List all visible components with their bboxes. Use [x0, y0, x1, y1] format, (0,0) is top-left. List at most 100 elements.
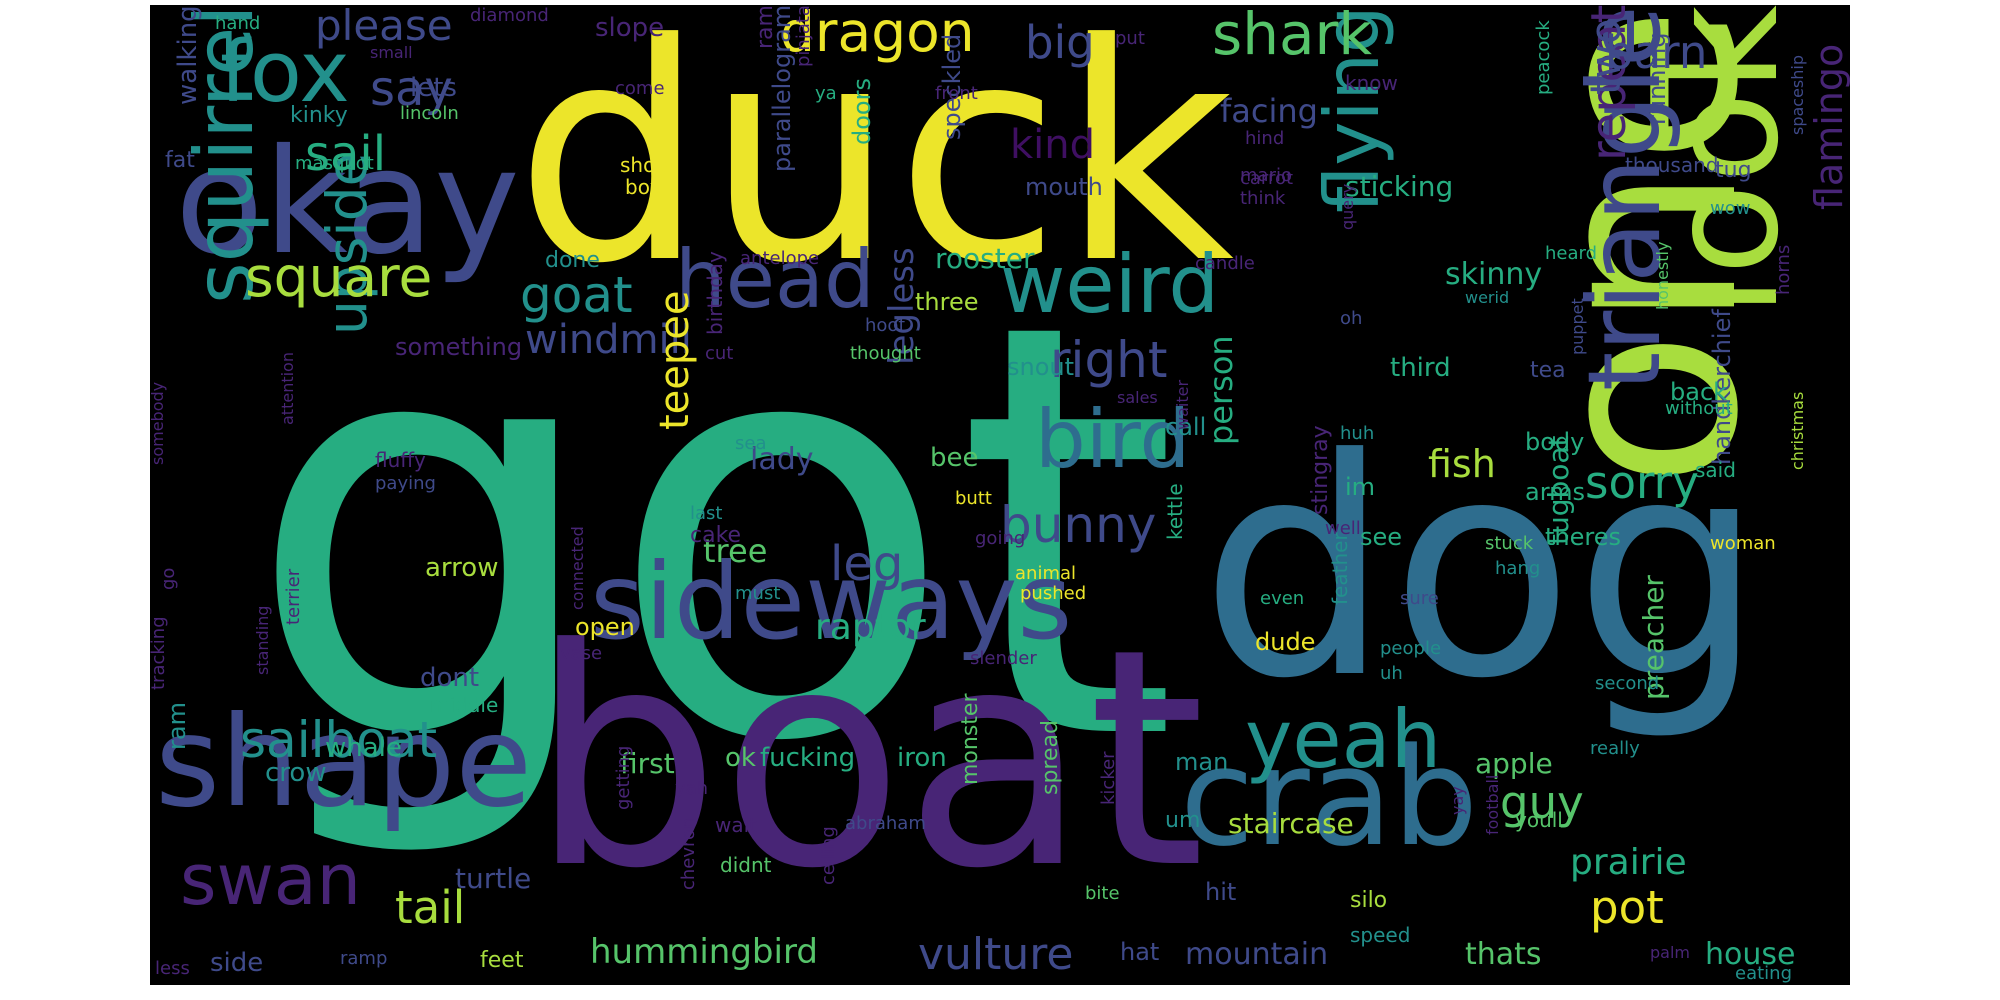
word-put: put [1115, 28, 1145, 49]
word-heard: heard [1545, 243, 1598, 264]
word-okay: okay [175, 118, 520, 287]
word-werid: werid [1465, 288, 1510, 307]
word-ceiling: ceiling [818, 826, 839, 885]
word-something: something [395, 333, 523, 361]
word-duck: duck [515, 5, 1235, 329]
word-third: third [1390, 353, 1451, 383]
word-done: done [545, 248, 600, 273]
word-hit: hit [1205, 878, 1237, 906]
word-feather: feather [1328, 532, 1352, 605]
word-spaceship: spaceship [1788, 54, 1807, 135]
word-see: see [1360, 523, 1403, 551]
word-ya: ya [815, 83, 837, 104]
word-woman: woman [1710, 533, 1776, 554]
word-open: open [575, 613, 635, 641]
word-said: said [1695, 458, 1736, 482]
word-animal: animal [1015, 563, 1077, 584]
word-hummingbird: hummingbird [590, 932, 818, 972]
word-arms: arms [1525, 478, 1586, 506]
word-yah: yah [675, 778, 709, 799]
word-peacock: peacock [1533, 20, 1554, 95]
word-lady: lady [750, 442, 814, 477]
word-guy: guy [1500, 776, 1584, 829]
word-abraham: abraham [845, 813, 926, 834]
word-sideways: sideways [590, 541, 1073, 663]
word-puppet: puppet [1568, 298, 1587, 355]
word-slope: slope [595, 13, 665, 43]
word-paying: paying [375, 473, 436, 494]
word-man: man [1175, 748, 1229, 776]
word-sail: sail [305, 126, 387, 182]
word-football: football [1483, 774, 1502, 835]
word-repeat: repeat [1581, 5, 1637, 162]
word-kicker: kicker [1098, 751, 1119, 805]
word-even: even [1260, 588, 1305, 609]
word-barn: barn [1605, 26, 1708, 79]
word-fucking: fucking [760, 743, 856, 773]
word-fox: fox [220, 23, 350, 122]
word-flamingo: flamingo [1807, 43, 1850, 210]
word-lincoln: lincoln [400, 103, 459, 124]
word-feet: feet [480, 948, 524, 973]
word-tracking: tracking [150, 616, 169, 690]
word-bird: bird [1035, 393, 1191, 486]
word-birthday: birthday [703, 251, 727, 335]
word-well: well [1325, 518, 1361, 539]
word-box: box [625, 175, 662, 199]
word-thats: thats [1465, 937, 1542, 972]
word-shoot: shoot [620, 153, 676, 177]
word-come: come [615, 78, 665, 99]
word-say: say [370, 61, 453, 117]
word-antelope: antelope [740, 248, 820, 269]
word-big: big [1025, 16, 1095, 69]
word-cut: cut [705, 343, 734, 364]
word-raptor: raptor [815, 607, 926, 648]
word-mountain: mountain [1185, 937, 1329, 972]
word-theres: theres [1545, 523, 1621, 551]
word-know: know [1345, 71, 1398, 95]
word-boat: boat [530, 585, 1206, 934]
word-kind: kind [1010, 122, 1096, 168]
word-honestly: honestly [1653, 241, 1672, 310]
word-two: two [1581, 18, 1630, 95]
word-uh: uh [1380, 663, 1403, 684]
word-three: three [915, 288, 979, 316]
word-snout: snout [1007, 353, 1075, 381]
word-tea: tea [1530, 358, 1566, 383]
word-front: front [935, 83, 978, 104]
word-prairie: prairie [1570, 842, 1687, 883]
word-arrow: arrow [425, 553, 499, 583]
word-chevron: chevron [678, 817, 699, 890]
word-ram: ram [753, 5, 778, 49]
word-walking: walking [173, 5, 203, 105]
word-ok: ok [725, 743, 756, 773]
word-query: query [1338, 183, 1357, 230]
word-mouth: mouth [1025, 173, 1103, 201]
word-getting: getting [613, 745, 634, 810]
word-cake: cake [690, 523, 742, 548]
word-body: body [1525, 428, 1585, 456]
word-legless: legless [882, 247, 922, 365]
word-eating: eating [1735, 963, 1792, 984]
word-go: go [158, 567, 179, 590]
word-squirrel: squirrel [178, 5, 271, 305]
word-huh: huh [1340, 423, 1375, 444]
word-oh: oh [1340, 308, 1363, 329]
word-fat: fat [165, 148, 195, 173]
word-whale: whale [325, 733, 402, 763]
word-parallelogram: parallelogram [768, 5, 796, 173]
word-sea: sea [735, 433, 767, 454]
word-upside: upside [315, 152, 379, 335]
word-tug: tug [1715, 158, 1752, 183]
word-swan: swan [180, 839, 361, 921]
word-look: look [1638, 5, 1812, 318]
word-wow: wow [1710, 198, 1751, 219]
word-preacher: preacher [1637, 575, 1670, 700]
word-going: going [975, 528, 1026, 549]
word-middle: middle [430, 693, 499, 717]
word-skinny: skinny [1445, 257, 1543, 292]
word-bunny: bunny [1000, 496, 1157, 554]
word-tail: tail [395, 881, 466, 934]
word-somebody: somebody [150, 381, 167, 465]
